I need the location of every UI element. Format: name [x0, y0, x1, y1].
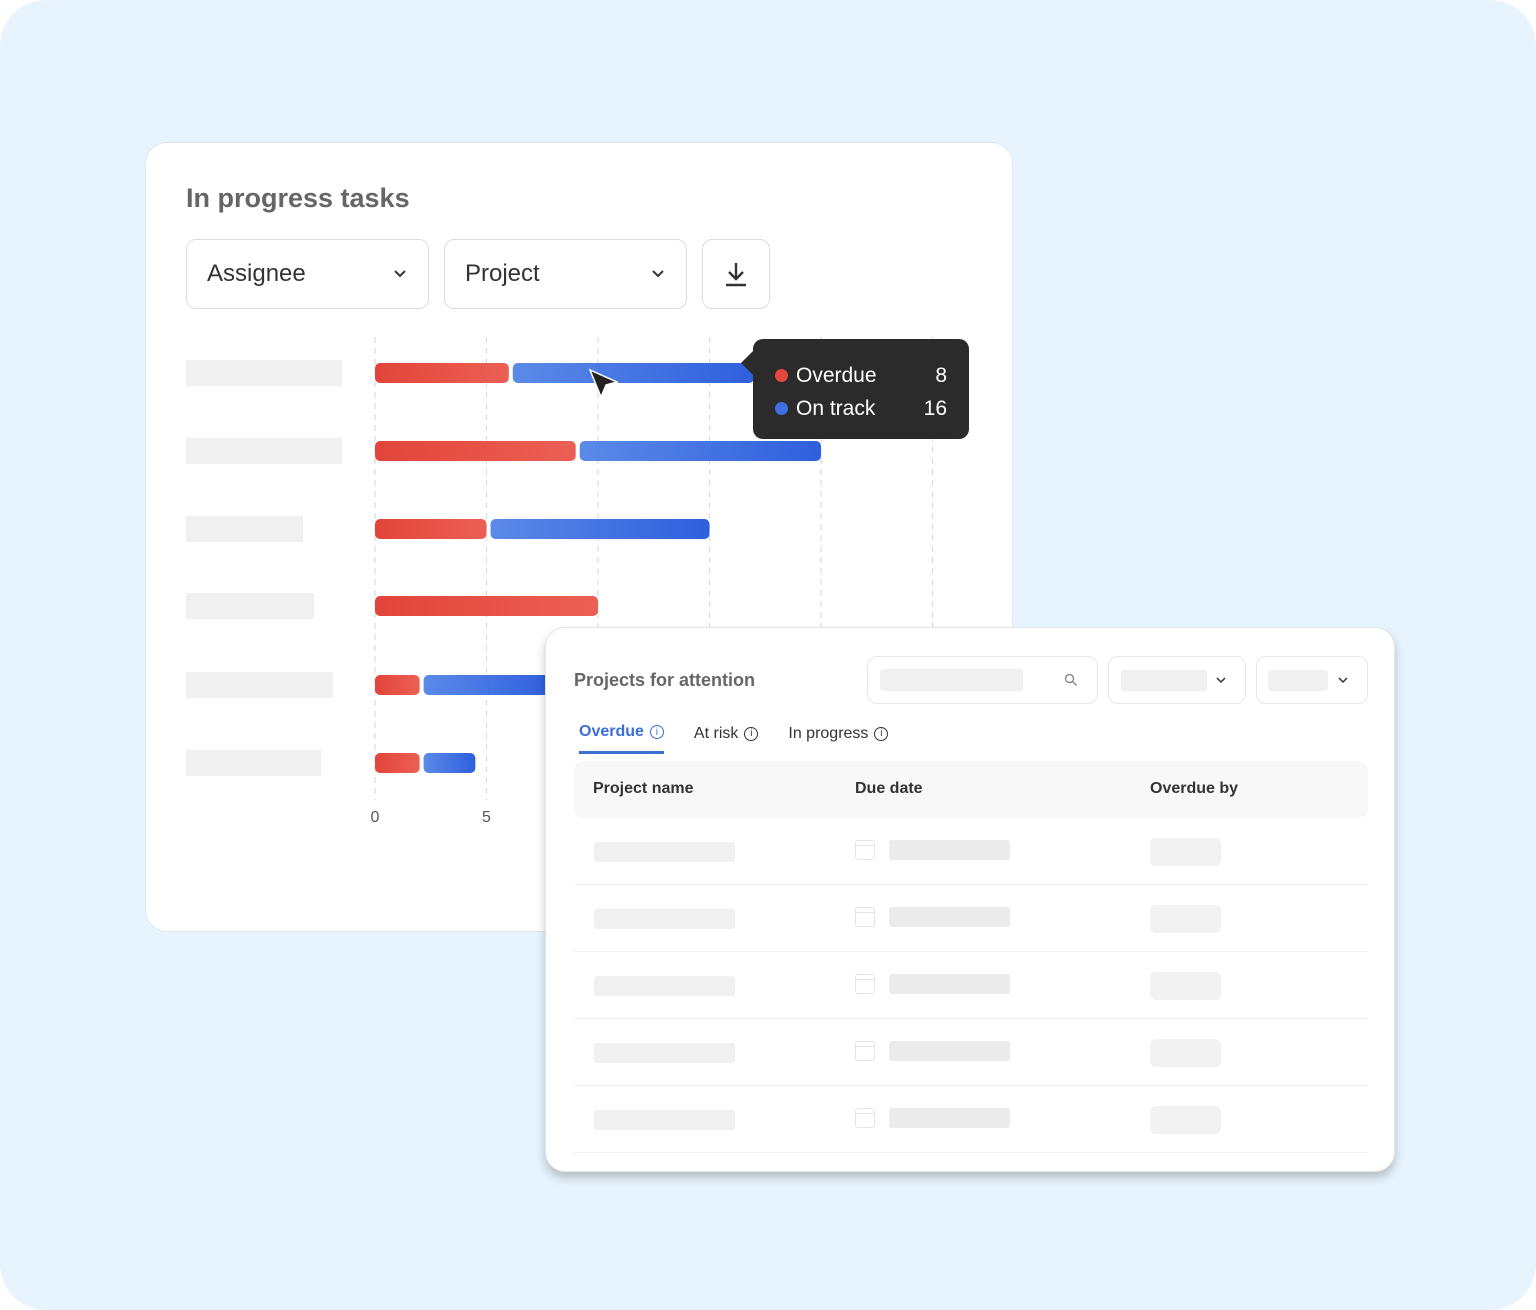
- info-icon: i: [649, 725, 664, 739]
- tooltip-value: 8: [935, 363, 947, 387]
- tooltip-value: 16: [923, 396, 947, 420]
- filter-dropdown-1[interactable]: [1108, 656, 1246, 704]
- projects-for-attention-panel: Projects for attention Overdue i At risk i…: [545, 627, 1395, 1172]
- tab-bar: Overdue i At risk i In progress i: [579, 723, 889, 754]
- table-row[interactable]: [574, 952, 1368, 1019]
- overdue-by-placeholder: [1150, 838, 1221, 866]
- overdue-by-placeholder: [1150, 972, 1221, 1000]
- table-row[interactable]: [574, 885, 1368, 952]
- info-icon: i: [744, 726, 759, 741]
- tooltip-row-overdue: Overdue 8: [775, 359, 947, 392]
- assignee-label: Assignee: [207, 260, 306, 287]
- overdue-by-placeholder: [1150, 1039, 1221, 1067]
- column-due-date[interactable]: Due date: [855, 780, 923, 797]
- tooltip-row-on-track: On track 16: [775, 392, 947, 425]
- download-button[interactable]: [702, 239, 770, 309]
- table-header: Project name Due date Overdue by: [574, 761, 1368, 818]
- tab-label: At risk: [693, 724, 739, 742]
- due-date-placeholder: [889, 1108, 1010, 1128]
- overdue-by-placeholder: [1150, 1106, 1221, 1134]
- tab-label: In progress: [788, 724, 869, 742]
- project-dropdown[interactable]: Project: [444, 239, 687, 309]
- info-icon: i: [874, 726, 889, 741]
- calendar-icon: [855, 840, 875, 860]
- tab-overdue[interactable]: Overdue i: [579, 723, 664, 754]
- calendar-icon: [855, 1108, 875, 1128]
- panel-title: Projects for attention: [574, 670, 756, 690]
- chevron-down-icon: [394, 270, 406, 278]
- due-date-placeholder: [889, 974, 1010, 994]
- tooltip-label: Overdue: [796, 363, 877, 387]
- project-name-placeholder: [594, 1110, 735, 1130]
- due-date-placeholder: [889, 1041, 1010, 1061]
- column-overdue-by[interactable]: Overdue by: [1150, 780, 1239, 797]
- assignee-dropdown[interactable]: Assignee: [186, 239, 429, 309]
- calendar-icon: [855, 1041, 875, 1061]
- chevron-down-icon: [1216, 677, 1226, 684]
- download-icon: [726, 263, 746, 287]
- calendar-icon: [855, 974, 875, 994]
- table-row[interactable]: [574, 818, 1368, 885]
- search-input[interactable]: [867, 656, 1098, 704]
- filter-dropdown-2[interactable]: [1256, 656, 1368, 704]
- search-placeholder: [880, 669, 1023, 691]
- project-label: Project: [465, 260, 540, 287]
- chevron-down-icon: [1338, 677, 1348, 684]
- card-title: In progress tasks: [186, 183, 410, 213]
- tab-in-progress[interactable]: In progress i: [788, 723, 889, 754]
- calendar-icon: [855, 907, 875, 927]
- chart-tooltip: Overdue 8 On track 16: [741, 339, 969, 439]
- due-date-placeholder: [889, 907, 1010, 927]
- column-project-name[interactable]: Project name: [593, 780, 694, 797]
- overdue-dot: [775, 369, 788, 382]
- table-row[interactable]: [574, 1019, 1368, 1086]
- project-name-placeholder: [594, 1043, 735, 1063]
- dropdown-placeholder: [1121, 670, 1207, 691]
- dropdown-placeholder: [1268, 670, 1328, 691]
- tab-label: Overdue: [579, 723, 644, 740]
- project-name-placeholder: [594, 976, 735, 996]
- chevron-down-icon: [652, 270, 664, 278]
- mouse-cursor-icon: [588, 368, 620, 399]
- project-name-placeholder: [594, 842, 735, 862]
- table-row[interactable]: [574, 1086, 1368, 1153]
- on-track-dot: [775, 402, 788, 415]
- project-name-placeholder: [594, 909, 735, 929]
- due-date-placeholder: [889, 840, 1010, 860]
- tooltip-label: On track: [796, 396, 876, 420]
- search-icon: [1064, 673, 1078, 687]
- overdue-by-placeholder: [1150, 905, 1221, 933]
- tab-at-risk[interactable]: At risk i: [693, 723, 759, 754]
